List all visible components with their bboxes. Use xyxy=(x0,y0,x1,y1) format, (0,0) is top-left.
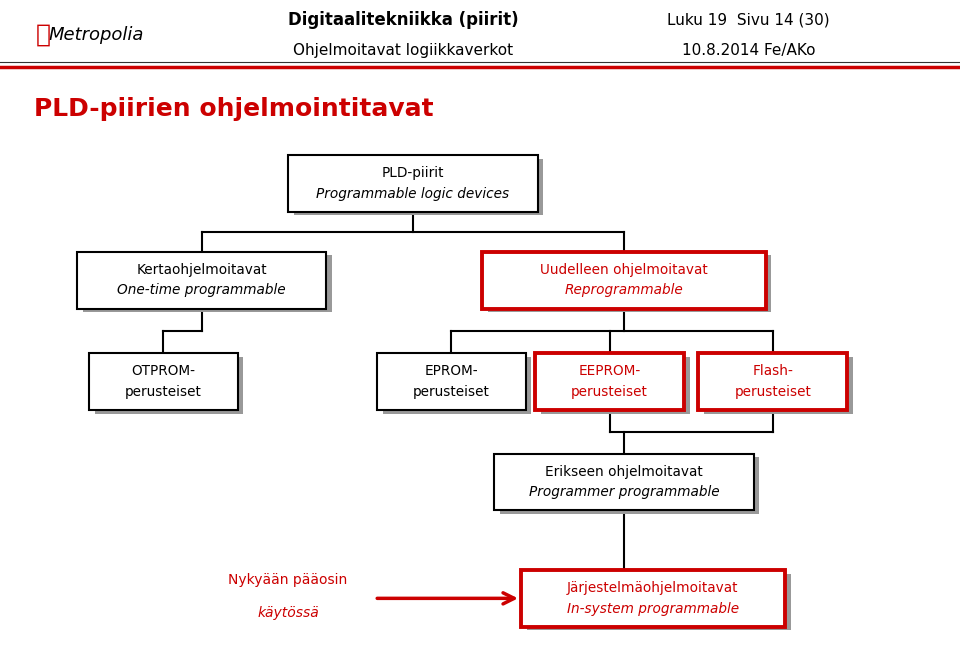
Text: Programmer programmable: Programmer programmable xyxy=(529,485,719,499)
Bar xyxy=(489,255,772,312)
Bar xyxy=(541,357,689,414)
Text: PLD-piirien ohjelmointitavat: PLD-piirien ohjelmointitavat xyxy=(34,97,433,121)
Bar xyxy=(483,252,766,309)
Text: perusteiset: perusteiset xyxy=(413,385,490,399)
Text: 10.8.2014 Fe/AKo: 10.8.2014 Fe/AKo xyxy=(682,43,816,58)
Text: Ohjelmoitavat logiikkaverkot: Ohjelmoitavat logiikkaverkot xyxy=(293,43,514,58)
Bar xyxy=(294,159,543,215)
Text: Digitaalitekniikka (piirit): Digitaalitekniikka (piirit) xyxy=(288,11,518,29)
Bar xyxy=(376,354,525,410)
Bar xyxy=(382,357,531,414)
Text: Programmable logic devices: Programmable logic devices xyxy=(316,187,510,201)
Text: OTPROM-: OTPROM- xyxy=(132,364,195,378)
Bar xyxy=(705,357,853,414)
Bar xyxy=(288,155,538,212)
Text: PLD-piirit: PLD-piirit xyxy=(381,166,444,180)
Text: Luku 19  Sivu 14 (30): Luku 19 Sivu 14 (30) xyxy=(667,12,830,27)
Text: käytössä: käytössä xyxy=(257,606,319,620)
Bar xyxy=(520,570,784,627)
Text: In-system programmable: In-system programmable xyxy=(566,602,739,616)
Bar xyxy=(95,357,244,414)
Text: perusteiset: perusteiset xyxy=(571,385,648,399)
Text: perusteiset: perusteiset xyxy=(125,385,202,399)
Bar xyxy=(526,574,790,630)
Text: Metropolia: Metropolia xyxy=(48,26,144,44)
Bar xyxy=(500,457,759,514)
Text: perusteiset: perusteiset xyxy=(734,385,811,399)
Text: EPROM-: EPROM- xyxy=(424,364,478,378)
Bar xyxy=(699,354,848,410)
Text: Nykyään pääosin: Nykyään pääosin xyxy=(228,574,348,588)
Bar xyxy=(494,454,754,510)
Bar xyxy=(83,255,332,312)
Text: Kertaohjelmoitavat: Kertaohjelmoitavat xyxy=(136,263,267,277)
Text: Flash-: Flash- xyxy=(753,364,793,378)
Text: Uudelleen ohjelmoitavat: Uudelleen ohjelmoitavat xyxy=(540,263,708,277)
Text: Järjestelmäohjelmoitavat: Järjestelmäohjelmoitavat xyxy=(567,581,738,595)
Text: EEPROM-: EEPROM- xyxy=(579,364,640,378)
Text: Reprogrammable: Reprogrammable xyxy=(564,283,684,297)
Bar xyxy=(536,354,684,410)
Text: One-time programmable: One-time programmable xyxy=(117,283,286,297)
Text: Ⓜ: Ⓜ xyxy=(36,23,51,47)
Bar xyxy=(89,354,238,410)
Bar xyxy=(77,252,326,309)
Text: Erikseen ohjelmoitavat: Erikseen ohjelmoitavat xyxy=(545,465,703,479)
